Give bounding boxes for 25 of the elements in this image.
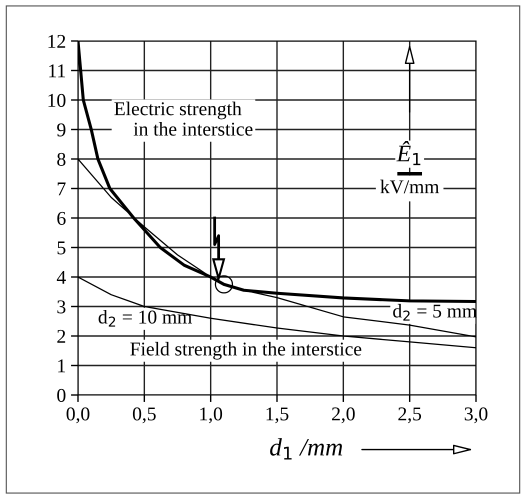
y-tick-label: 4 <box>56 270 66 284</box>
y-tick-label: 11 <box>49 64 66 78</box>
y-tick-label: 2 <box>57 330 66 343</box>
y-tick-label: 8 <box>57 152 66 166</box>
x-tick-label: 1,0 <box>200 407 222 424</box>
y-tick-label: 10 <box>48 94 66 107</box>
x-tick-label: 1,5 <box>266 407 288 424</box>
y-tick-label: 0 <box>57 388 66 402</box>
y-tick-label: 6 <box>57 212 66 225</box>
y-axis-title: Ê$_{1}$ kV/mm <box>380 141 440 194</box>
x-tick-label: 0,0 <box>66 407 90 424</box>
x-axis-title: d$_{1}$ /mm <box>270 438 342 460</box>
y-tick-label: 9 <box>57 123 66 136</box>
x-tick-label: 2,5 <box>398 407 422 424</box>
y-tick-label: 3 <box>57 300 66 314</box>
x-tick-label: 2,0 <box>332 407 355 424</box>
y-tick-label: 5 <box>58 242 66 254</box>
annotation: Field strength in the interstice <box>130 342 362 360</box>
annotation: d$_{2}$ = 10 mm <box>98 310 192 327</box>
y-tick-label: 12 <box>48 34 66 48</box>
y-tick-label: 1 <box>58 359 66 372</box>
x-tick-label: 3,0 <box>464 407 488 424</box>
annotation: Electric strength in the interstice <box>114 102 252 136</box>
x-tick-label: 0,5 <box>132 407 156 424</box>
y-tick-label: 7 <box>58 182 66 196</box>
